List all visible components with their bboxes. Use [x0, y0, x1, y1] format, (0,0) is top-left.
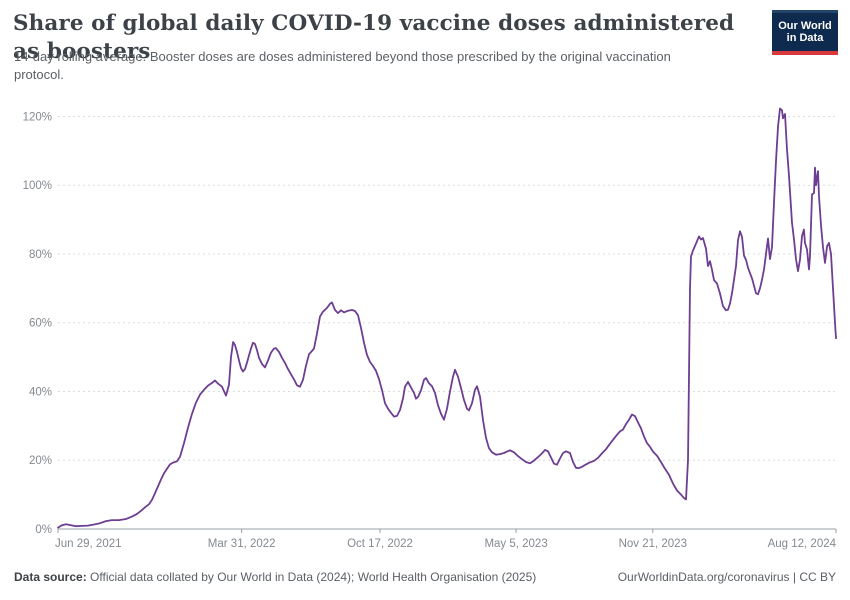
y-tick-label-60: 60%: [29, 318, 52, 330]
owid-logo-line2: in Data: [786, 32, 824, 44]
x-tick-label-5: Aug 12, 2024: [768, 538, 837, 550]
y-tick-label-100: 100%: [23, 180, 52, 192]
chart-subtitle: 14-day rolling average. Booster doses ar…: [14, 49, 671, 82]
x-tick-label-3: May 5, 2023: [484, 538, 547, 550]
x-tick-label-2: Oct 17, 2022: [347, 538, 413, 550]
y-tick-label-120: 120%: [23, 111, 52, 123]
owid-logo: Our World in Data: [772, 10, 838, 51]
data-source-text: Official data collated by Our World in D…: [86, 570, 537, 584]
x-tick-label-1: Mar 31, 2022: [208, 538, 276, 550]
data-source-label: Data source:: [14, 570, 87, 584]
attribution-text: OurWorldinData.org/coronavirus | CC BY: [617, 570, 836, 584]
chart-footer: Data source: Official data collated by O…: [14, 570, 836, 584]
x-tick-label-4: Nov 21, 2023: [619, 538, 687, 550]
owid-logo-red-bar: [772, 51, 838, 55]
owid-logo-line1: Our World: [778, 19, 832, 32]
booster-share-line: [57, 107, 837, 529]
y-tick-label-40: 40%: [29, 386, 52, 398]
x-tick-label-0: Jun 29, 2021: [55, 538, 122, 550]
y-tick-label-80: 80%: [29, 249, 52, 261]
y-tick-label-20: 20%: [29, 455, 52, 467]
data-source-note: Data source: Official data collated by O…: [14, 570, 536, 584]
y-tick-label-0: 0%: [35, 524, 52, 536]
page-title: Share of global daily COVID-19 vaccine d…: [13, 11, 735, 64]
